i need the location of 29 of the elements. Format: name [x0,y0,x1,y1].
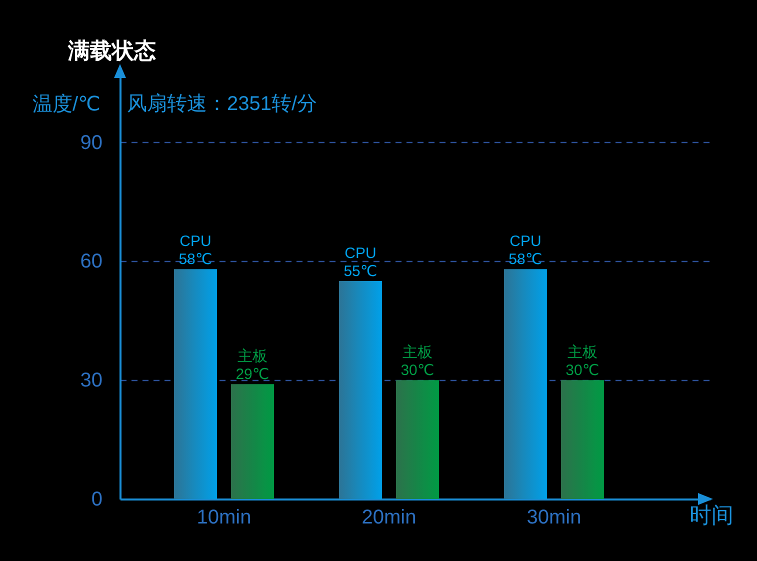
y-tick-label: 0 [91,488,102,510]
bar [396,380,439,499]
series-label: 主板 [237,348,268,366]
x-tick-label: 20min [362,506,416,528]
text: CPU [344,245,376,262]
bar [230,384,274,499]
y-tick-label: 90 [80,132,102,154]
text: 主板 [567,344,598,362]
data-label: 30℃ [566,362,600,380]
data-label: 58℃ [508,251,542,268]
x-tick-label: 30min [526,506,582,528]
y-tick-label: 30 [80,370,102,392]
chart-title: 满载状态 [67,38,156,63]
bar [174,269,217,499]
text: 风扇转速：2351转/分 [127,93,318,115]
y-tick-label: 60 [80,250,102,273]
text: 主板 [402,344,432,362]
x-axis-title: 时间 [690,502,734,528]
data-label: 30℃ [400,362,434,380]
text: CPU [510,233,542,250]
series-label: CPU [180,233,212,250]
y-axis-title: 温度/℃ [32,94,101,116]
data-label: 29℃ [236,366,270,384]
data-label: 55℃ [344,263,378,280]
x-tick-label: 10min [196,506,252,528]
data-label: 58℃ [178,251,212,268]
bar [504,269,547,499]
bar [338,281,382,499]
bar [560,380,604,499]
